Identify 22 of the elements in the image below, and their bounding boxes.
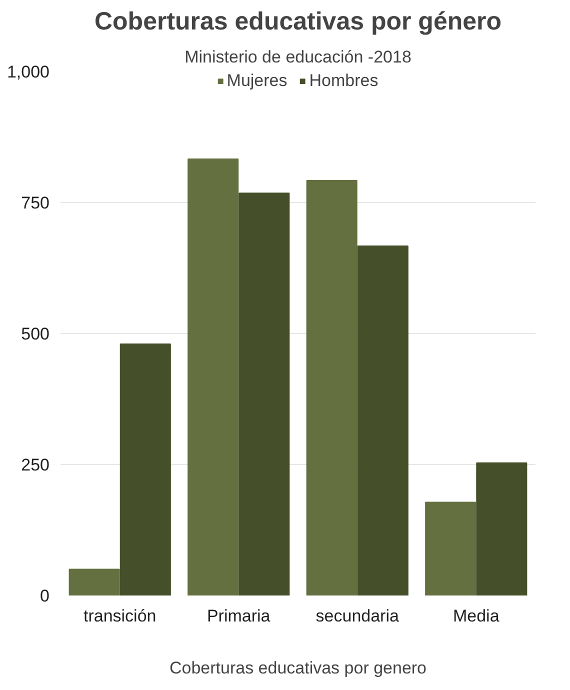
x-axis-title: Coberturas educativas por genero: [169, 658, 427, 678]
bar: [306, 180, 358, 596]
bar: [120, 343, 171, 596]
bar: [425, 502, 476, 596]
x-tick-label: transición: [83, 606, 156, 626]
bar: [238, 192, 290, 596]
bar: [68, 568, 120, 596]
legend-label: Hombres: [309, 71, 378, 91]
x-tick-label: Primaria: [206, 606, 271, 626]
bar: [476, 462, 528, 596]
bar: [188, 158, 239, 596]
chart-title: Coberturas educativas por género: [94, 8, 502, 36]
x-tick-label: secundaria: [316, 606, 400, 626]
chart-subtitle: Ministerio de educación -2018: [184, 48, 412, 66]
legend-label: Mujeres: [226, 71, 288, 91]
y-tick-label: 750: [21, 194, 50, 212]
bar: [357, 245, 408, 596]
y-tick-label: 0: [40, 586, 50, 606]
y-tick-label: 250: [21, 456, 50, 474]
x-tick-label: Media: [452, 606, 500, 626]
y-tick-label: 1,000: [6, 62, 50, 82]
y-tick-label: 500: [21, 324, 50, 344]
